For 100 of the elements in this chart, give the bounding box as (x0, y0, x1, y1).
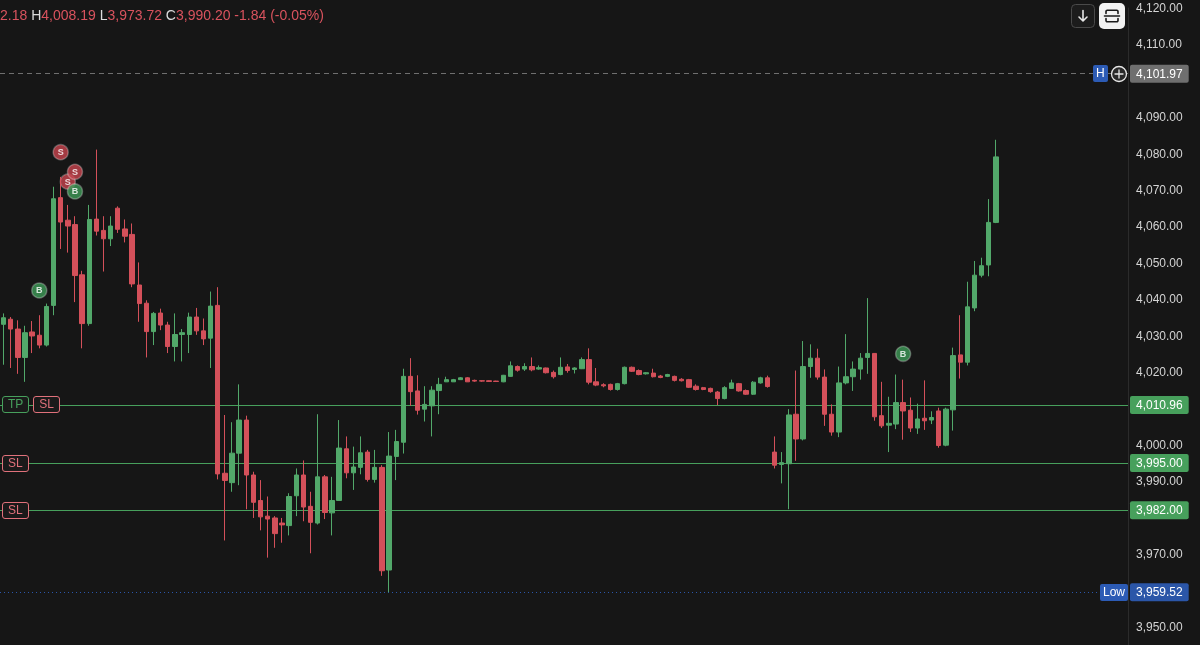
text: B (36, 285, 43, 296)
text: B (899, 348, 907, 359)
candlestick (187, 312, 192, 354)
candlestick (515, 364, 520, 373)
y-tick-label: 4,080.00 (1136, 146, 1184, 161)
candlestick (965, 281, 970, 366)
y-tick-label: 3,990.00 (1136, 474, 1184, 489)
candlestick (37, 314, 42, 349)
candlestick (772, 435, 777, 469)
candlestick (101, 215, 106, 273)
y-tick-label: 4,120.00 (1136, 1, 1184, 15)
candlestick (929, 410, 934, 425)
candlestick (601, 382, 606, 388)
candlestick (415, 374, 420, 416)
candlestick (94, 149, 99, 236)
candlestick (251, 471, 256, 519)
series-label: B (71, 186, 79, 197)
series-label: S (64, 176, 71, 187)
y-tick-label: 3,959.52 (1136, 585, 1184, 600)
candlestick (465, 376, 470, 383)
y-tick-label: 4,040.00 (1136, 292, 1184, 307)
candlestick (715, 390, 720, 406)
y-tick-label: 3,982.00 (1136, 503, 1184, 518)
candlestick (936, 407, 941, 449)
candlestick (729, 379, 734, 390)
candlestick (29, 320, 35, 354)
candlestick (565, 363, 570, 374)
candlestick (165, 321, 170, 354)
candlestick (529, 356, 535, 372)
candlestick (201, 317, 206, 346)
candlestick (900, 379, 906, 441)
candlestick (572, 366, 577, 374)
candlestick (422, 385, 427, 422)
candlestick (829, 403, 834, 437)
ref-line-label: SL (2, 501, 29, 519)
candlestick (108, 215, 113, 247)
y-tick-label: 3,995.00 (1136, 456, 1184, 470)
y-tick-label: 4,020.00 (1136, 365, 1184, 379)
text: TP SL (8, 397, 55, 412)
candlestick (708, 387, 713, 394)
candlestick (386, 431, 392, 593)
candlestick (258, 479, 263, 531)
candlestick (115, 205, 120, 234)
candlestick (993, 139, 999, 224)
candlestick (536, 364, 542, 371)
candlestick (665, 373, 670, 378)
candlestick (543, 367, 549, 374)
candlestick (294, 467, 299, 517)
candlestick (215, 286, 220, 480)
y-tick-label: 3,970.00 (1136, 547, 1184, 561)
text: 2.18 H4,008.19 L3,973.72 C3,990.20 -1.84 (-0.05%) (0, 7, 324, 23)
y-tick-label: 4,070.00 (1136, 183, 1184, 197)
text: S (57, 147, 64, 158)
y-tick-label: 4,030.00 (1136, 328, 1184, 343)
candlestick (501, 374, 506, 383)
candlestick (372, 449, 377, 484)
candlestick (865, 297, 870, 375)
candlestick (858, 352, 863, 381)
candlestick (986, 198, 991, 277)
candlestick (379, 464, 385, 577)
candlestick (301, 459, 306, 522)
candlestick (579, 356, 585, 370)
candlestick (308, 491, 313, 554)
candlestick (265, 495, 270, 559)
candlestick (765, 375, 770, 389)
candlestick (872, 352, 877, 422)
candlestick (194, 307, 199, 336)
candlestick (558, 356, 563, 376)
candlestick (651, 368, 656, 378)
candlestick (979, 257, 984, 278)
candlestick (444, 376, 449, 383)
candlestick (244, 415, 249, 510)
candlestick (972, 260, 977, 312)
y-tick-label: 4,010.96 (1136, 397, 1184, 412)
candlestick (144, 299, 149, 358)
candlestick (472, 379, 477, 383)
y-tick-label: 3,950.00 (1136, 619, 1184, 634)
candlestick (401, 368, 406, 455)
candlestick (522, 362, 527, 372)
candlestick (958, 314, 963, 380)
candlestick (608, 383, 613, 392)
candlestick (658, 374, 663, 379)
candlestick (551, 370, 556, 380)
candlestick (458, 376, 463, 381)
candlestick (786, 408, 792, 510)
candlestick (44, 303, 49, 348)
candlestick (808, 343, 813, 379)
y-tick-label: 4,110.00 (1136, 37, 1183, 52)
y-tick-label: 4,000.00 (1136, 437, 1184, 452)
y-tick-label: 4,060.00 (1136, 219, 1184, 234)
candlestick (394, 429, 399, 481)
candlestick (15, 319, 21, 375)
candlestick (615, 382, 620, 392)
candlestick (8, 316, 13, 369)
candlestick (351, 446, 356, 491)
candlestick (622, 366, 627, 385)
candlestick (286, 492, 292, 536)
candlestick (779, 451, 784, 484)
candlestick (751, 380, 756, 396)
candlestick (758, 376, 763, 385)
